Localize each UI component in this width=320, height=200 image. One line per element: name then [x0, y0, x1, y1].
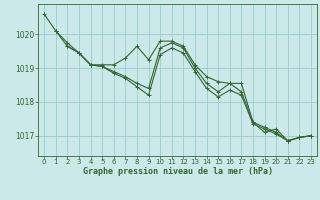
X-axis label: Graphe pression niveau de la mer (hPa): Graphe pression niveau de la mer (hPa): [83, 167, 273, 176]
